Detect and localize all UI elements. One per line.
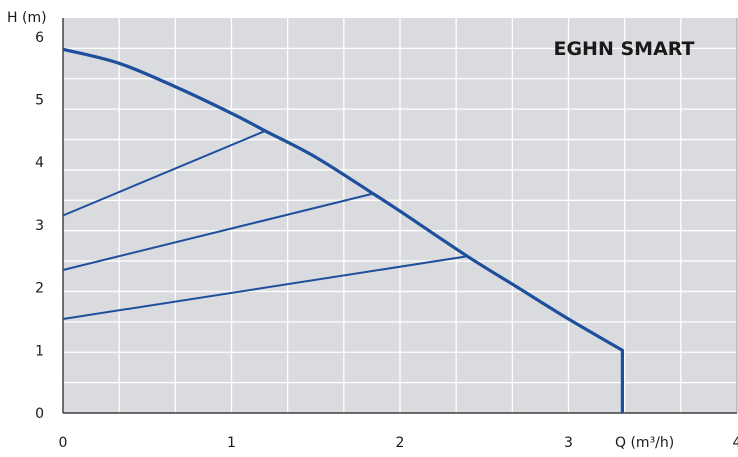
tick-labels: 0 1 2 3 4 0 1 2 3 4 5 6 (35, 30, 738, 451)
chart-title: EGHN SMART (553, 38, 694, 60)
y-tick-label: 2 (35, 281, 44, 297)
x-axis-label: Q (m³/h) (615, 435, 674, 451)
x-tick-label: 0 (59, 435, 68, 451)
series-layer (62, 47, 624, 413)
y-tick-label: 0 (35, 406, 44, 422)
x-tick-label: 1 (227, 435, 236, 451)
x-tick-label: 4 (733, 435, 738, 451)
series-control-line-3 (62, 255, 468, 320)
series-control-line-1 (62, 129, 266, 217)
series-max-curve (62, 47, 624, 413)
x-tick-label: 3 (564, 435, 573, 451)
x-tick-label: 2 (396, 435, 405, 451)
y-tick-label: 6 (35, 30, 44, 46)
series-control-line-2 (62, 192, 374, 271)
y-tick-label: 5 (35, 93, 44, 109)
y-tick-label: 4 (35, 155, 44, 171)
y-tick-label: 1 (35, 343, 44, 359)
y-axis-label: H (m) (7, 10, 47, 26)
y-tick-label: 3 (35, 218, 44, 234)
grid (63, 18, 737, 413)
